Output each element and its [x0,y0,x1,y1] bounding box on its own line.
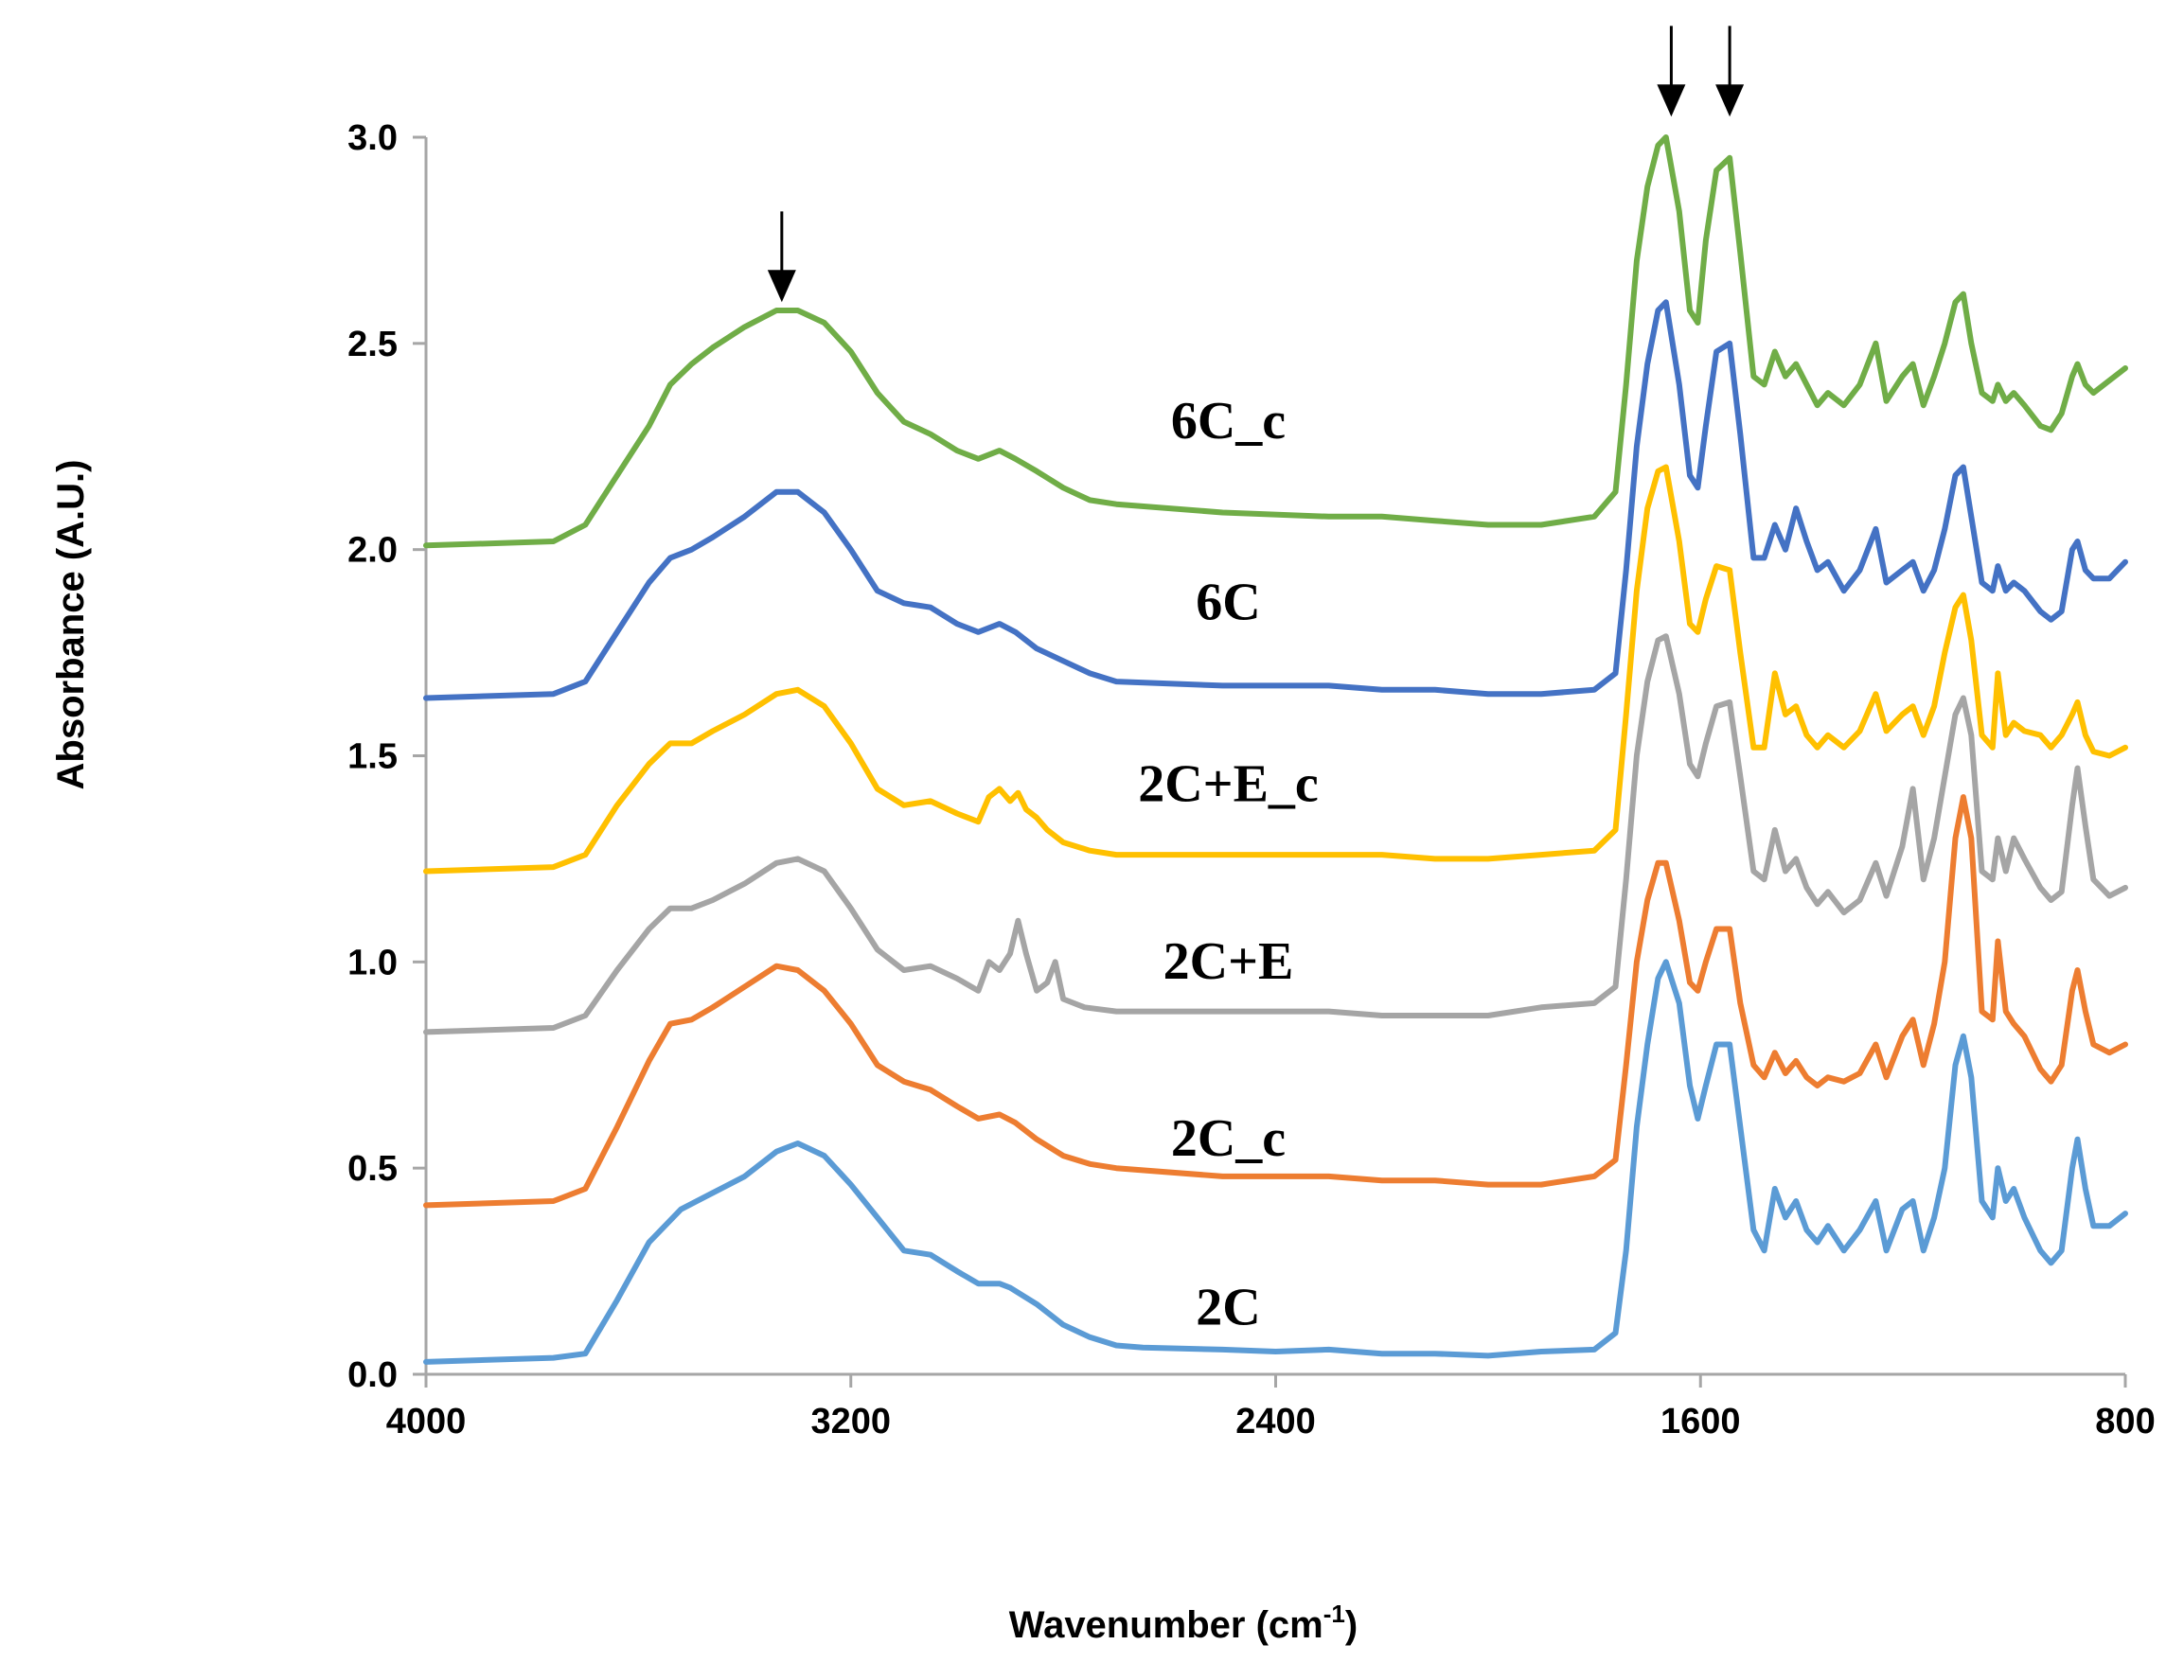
oh-band-arrow [767,211,796,303]
y-tick-label: 3.0 [347,118,398,158]
series-label-2c-e-c: 2C+E_c [1138,754,1319,813]
series-line-6c [423,299,2128,701]
series-label-2c-e: 2C+E [1163,932,1294,991]
x-tick-label: 2400 [1235,1402,1316,1441]
x-ticks: 4000 3200 2400 1600 800 [386,1374,2156,1441]
y-tick-label: 1.0 [347,943,398,982]
oh-band-arrow-head [767,270,796,303]
peak-arrow-1 [1657,26,1686,117]
series-line-6c-c [423,134,2128,549]
y-ticks: 0.0 0.5 1.0 1.5 2.0 2.5 3.0 [347,118,426,1395]
series-line-2c-e-c [423,464,2128,875]
series-label-6c: 6C [1196,574,1260,632]
peak-arrow-2-head [1715,84,1745,117]
series-line-2c-c [423,794,2128,1209]
y-tick-label: 0.5 [347,1149,398,1189]
x-tick-label: 3200 [810,1402,891,1441]
x-tick-label: 1600 [1660,1402,1741,1441]
series-line-2c-e [423,633,2128,1035]
peak-arrows [767,26,1745,303]
y-tick-label: 0.0 [347,1355,398,1395]
series-layer [423,134,2128,1365]
series-label-6c-c: 6C_c [1171,392,1286,451]
x-axis-title: Wavenumber (cm-1) [1009,1600,1358,1646]
series-labels: 2C 2C_c 2C+E 2C+E_c 6C 6C_c [1138,392,1319,1337]
x-tick-label: 800 [2095,1402,2155,1441]
y-tick-label: 2.0 [347,531,398,571]
series-line-2c [423,959,2128,1365]
y-axis-title: Absorbance (A.U.) [50,460,92,790]
series-label-2c-c: 2C_c [1171,1109,1286,1168]
peak-arrow-2 [1715,26,1745,117]
y-tick-label: 1.5 [347,737,398,777]
peak-arrow-1-head [1657,84,1686,117]
series-label-2c: 2C [1196,1279,1260,1337]
y-tick-label: 2.5 [347,325,398,364]
x-tick-label: 4000 [386,1402,467,1441]
